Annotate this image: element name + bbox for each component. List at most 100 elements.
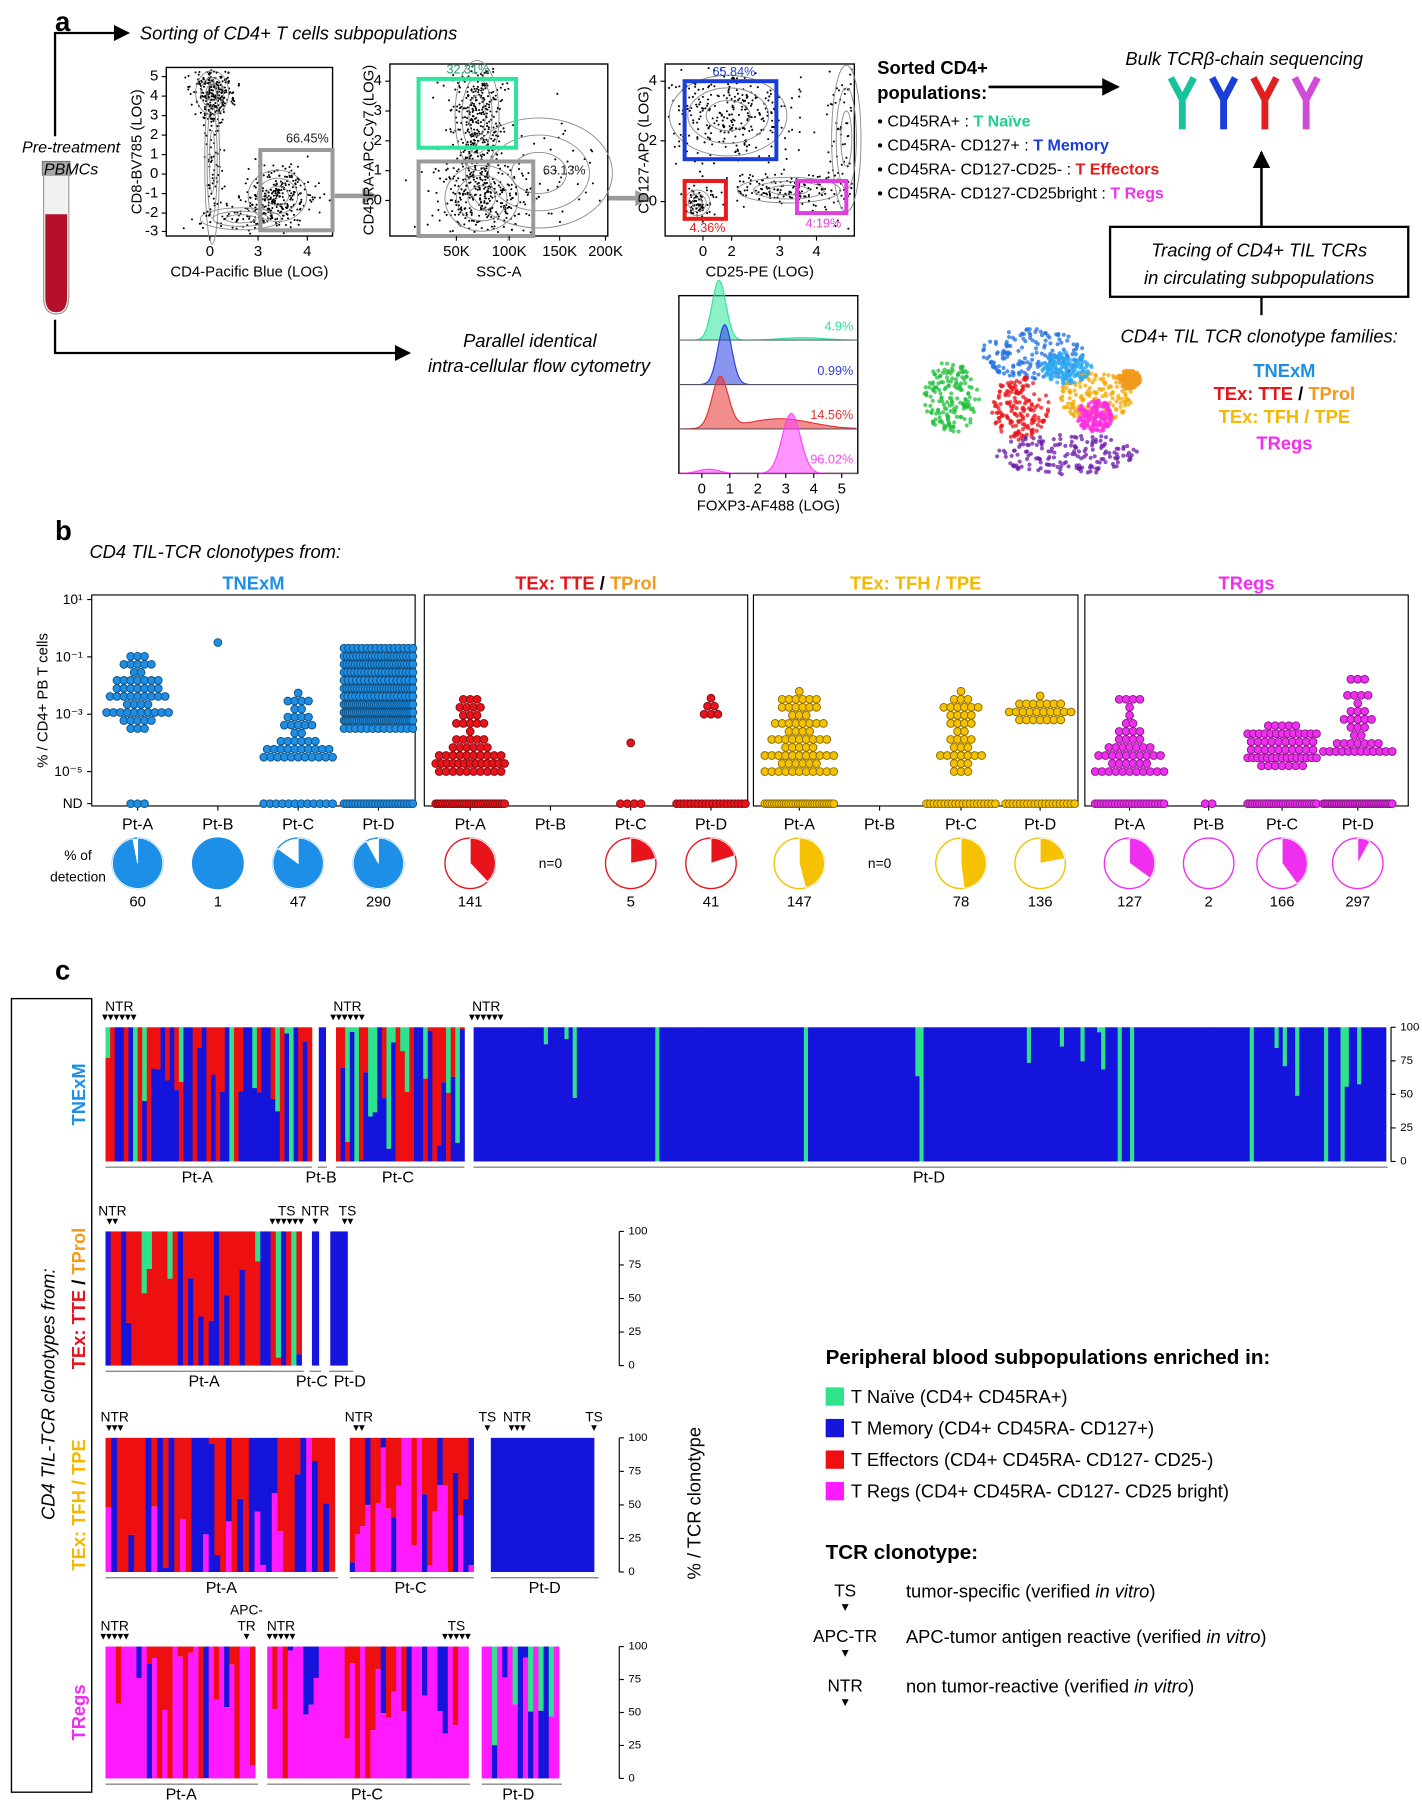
- event-dot: [504, 208, 507, 211]
- umap-cell: [1091, 421, 1096, 427]
- event-dot: [713, 213, 716, 216]
- clonotype-bar-segment: [1262, 1027, 1267, 1162]
- event-dot: [208, 91, 211, 94]
- event-dot: [479, 121, 482, 124]
- event-dot: [689, 211, 692, 214]
- event-dot: [471, 102, 474, 105]
- umap-cell: [1114, 446, 1119, 451]
- event-dot: [747, 101, 750, 105]
- event-dot: [489, 195, 492, 198]
- umap-cell: [1033, 339, 1038, 345]
- event-dot: [850, 109, 853, 112]
- event-dot: [762, 119, 765, 123]
- event-dot: [427, 190, 430, 193]
- event-dot: [482, 183, 485, 186]
- umap-cell: [937, 411, 942, 416]
- y-tick-label: 3: [150, 108, 158, 124]
- event-dot: [497, 215, 500, 218]
- x-tick-label: 2: [727, 244, 735, 260]
- clonotype-bar-segment: [229, 1027, 235, 1162]
- event-dot: [479, 201, 482, 204]
- marker-triangle: [102, 1014, 108, 1021]
- event-dot: [479, 172, 482, 175]
- clonotype-bar-segment: [252, 1027, 258, 1089]
- event-dot: [471, 107, 474, 110]
- event-dot: [224, 89, 228, 92]
- umap-cell: [967, 395, 972, 400]
- event-dot: [474, 96, 477, 99]
- event-dot: [445, 213, 448, 216]
- umap-cell: [1052, 443, 1058, 448]
- umap-cell: [1050, 355, 1056, 360]
- umap-cell: [1115, 460, 1120, 465]
- clonotype-bar-segment: [585, 1027, 590, 1162]
- event-dot: [520, 172, 523, 175]
- event-dot: [480, 89, 483, 92]
- clonotype-bar-segment: [400, 1027, 406, 1052]
- clonotype-dot: [829, 799, 839, 809]
- umap-cell: [1111, 403, 1116, 408]
- event-dot: [486, 84, 489, 87]
- umap-cell: [1066, 334, 1071, 339]
- event-dot: [519, 201, 522, 204]
- umap-cell: [1103, 414, 1108, 419]
- clonotype-bar-segment: [795, 1027, 801, 1162]
- umap-cell: [1051, 437, 1056, 442]
- umap-cell: [985, 356, 990, 361]
- y-tick-label: -2: [145, 205, 158, 221]
- clonotype-bar-segment: [828, 1027, 834, 1162]
- event-dot: [513, 214, 516, 217]
- umap-cell: [1090, 443, 1095, 448]
- event-dot: [198, 222, 201, 225]
- clonotype-bar-segment: [1319, 1027, 1325, 1162]
- umap-cell: [1059, 340, 1064, 345]
- event-dot: [705, 189, 709, 192]
- x-tick-label: 3: [776, 244, 784, 260]
- event-dot: [462, 178, 465, 181]
- clonotype-dot: [741, 799, 750, 809]
- event-dot: [268, 208, 271, 211]
- event-dot: [456, 170, 459, 173]
- event-dot: [790, 177, 793, 180]
- clonotype-bar-segment: [808, 1027, 813, 1162]
- umap-cell: [997, 415, 1002, 421]
- event-dot: [500, 205, 503, 208]
- event-dot: [248, 217, 251, 220]
- umap-cell: [937, 387, 942, 392]
- event-dot: [488, 149, 491, 152]
- umap-cell: [1043, 373, 1049, 378]
- clonotype-bar-segment: [155, 1027, 161, 1070]
- count-label: 2: [1205, 894, 1213, 910]
- event-dot: [466, 128, 470, 131]
- clonotype-bar-segment: [105, 1057, 111, 1162]
- event-dot: [188, 85, 191, 88]
- umap-cell: [1015, 452, 1020, 457]
- umap-cell: [1023, 436, 1028, 442]
- label-part: /: [1293, 383, 1308, 404]
- umap-cell: [1035, 361, 1040, 366]
- clonotype-bar-segment: [252, 1088, 258, 1162]
- event-dot: [771, 101, 774, 104]
- marker-triangle: [130, 1014, 137, 1021]
- clonotype-bar-segment: [279, 1027, 285, 1162]
- clonotype-bar-segment: [1142, 1027, 1147, 1162]
- umap-cell: [1070, 352, 1075, 357]
- event-dot: [449, 130, 452, 133]
- clonotype-bar-segment: [270, 1098, 276, 1162]
- clonotype-dot: [829, 767, 839, 776]
- event-dot: [488, 106, 491, 109]
- clonotype-bar-segment: [638, 1027, 644, 1162]
- clonotype-bar-segment: [1278, 1027, 1284, 1162]
- umap-cell: [1039, 442, 1044, 447]
- event-dot: [544, 172, 547, 175]
- clonotype-bar-segment: [1307, 1027, 1313, 1162]
- clonotype-dot: [140, 799, 149, 809]
- patient-label: Pt-D: [1342, 815, 1374, 833]
- marker-triangle: [486, 1014, 492, 1021]
- umap-cell: [997, 448, 1002, 453]
- event-dot: [525, 188, 528, 191]
- event-dot: [529, 187, 532, 190]
- clonotype-dot: [1360, 674, 1370, 684]
- event-dot: [741, 105, 744, 108]
- clonotype-dot: [963, 694, 973, 704]
